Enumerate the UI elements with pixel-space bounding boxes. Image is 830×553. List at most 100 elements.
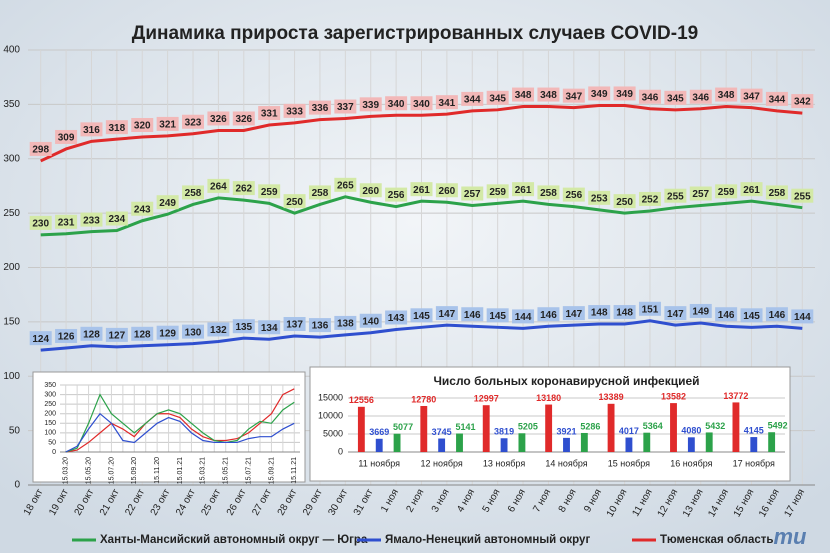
label-box	[359, 183, 382, 198]
label-box	[258, 106, 281, 121]
data-label: 344	[464, 95, 481, 106]
data-label: 12780	[411, 394, 436, 404]
data-label: 129	[159, 328, 176, 339]
y-tick-label: 350	[44, 382, 56, 389]
data-label: 3745	[432, 427, 452, 437]
data-label: 234	[109, 214, 126, 225]
data-label: 318	[109, 123, 126, 134]
label-box	[740, 88, 763, 103]
label-box	[715, 307, 738, 322]
label-box	[131, 201, 154, 216]
label-box	[334, 177, 357, 192]
label-box	[80, 122, 103, 137]
data-label: 340	[413, 99, 430, 110]
data-label: 5077	[393, 422, 413, 432]
label-box	[613, 305, 636, 320]
data-label: 137	[286, 320, 303, 331]
data-label: 147	[667, 309, 684, 320]
data-label: 230	[32, 219, 49, 230]
data-label: 345	[667, 93, 684, 104]
data-label: 250	[616, 197, 633, 208]
watermark: mu	[774, 524, 808, 549]
label-box	[29, 331, 52, 346]
label-box	[258, 184, 281, 199]
data-label: 145	[489, 311, 506, 322]
data-label: 253	[591, 194, 608, 205]
label-box	[461, 91, 484, 106]
label-box	[588, 190, 611, 205]
label-box	[537, 185, 560, 200]
label-box	[283, 103, 306, 118]
y-tick-label: 0	[52, 449, 56, 456]
x-tick-label: 15.05.20	[85, 457, 92, 484]
data-label: 349	[591, 89, 608, 100]
label-box	[359, 97, 382, 112]
data-label: 345	[489, 93, 506, 104]
x-tick-label: 15.09.20	[131, 457, 138, 484]
data-label: 348	[540, 90, 557, 101]
label-box	[334, 315, 357, 330]
data-label: 143	[388, 313, 405, 324]
data-label: 13389	[599, 392, 624, 402]
label-box	[689, 89, 712, 104]
data-label: 256	[388, 190, 405, 201]
label-box	[512, 182, 535, 197]
y-tick-label: 300	[3, 153, 20, 164]
series-line	[40, 319, 803, 352]
bar	[563, 437, 570, 452]
data-label: 3819	[494, 427, 514, 437]
data-label: 146	[718, 310, 735, 321]
data-label: 147	[439, 309, 456, 320]
label-box	[562, 88, 585, 103]
series-line	[40, 195, 803, 237]
label-box	[410, 182, 433, 197]
label-box	[105, 120, 128, 135]
data-label: 258	[540, 188, 557, 199]
label-box	[461, 186, 484, 201]
y-tick-label: 150	[3, 317, 20, 328]
y-tick-label: 350	[3, 99, 20, 110]
y-tick-label: 100	[44, 430, 56, 437]
data-label: 151	[642, 304, 659, 315]
y-tick-label: 200	[3, 262, 20, 273]
data-label: 333	[286, 107, 303, 118]
data-label: 13180	[536, 393, 561, 403]
bar	[357, 406, 365, 452]
label-box	[156, 116, 179, 131]
y-tick-label: 50	[9, 425, 21, 436]
label-box	[486, 90, 509, 105]
x-tick-label: 15.09.21	[268, 457, 275, 484]
label-box	[283, 317, 306, 332]
label-box	[740, 308, 763, 323]
data-label: 320	[134, 121, 151, 132]
y-tick-label: 100	[3, 371, 20, 382]
data-label: 342	[794, 97, 811, 108]
data-label: 258	[185, 188, 202, 199]
label-box	[435, 95, 458, 110]
bar	[580, 432, 588, 452]
data-label: 4017	[619, 426, 639, 436]
y-tick-label: 300	[44, 391, 56, 398]
data-label: 336	[312, 103, 329, 114]
data-label: 134	[261, 323, 278, 334]
data-label: 243	[134, 204, 151, 215]
label-box	[638, 301, 661, 316]
data-label: 124	[32, 334, 49, 345]
label-box	[791, 94, 814, 109]
y-tick-label: 50	[48, 439, 56, 446]
bar	[670, 403, 677, 452]
data-label: 147	[565, 309, 582, 320]
label-box	[537, 307, 560, 322]
label-box	[232, 111, 255, 126]
series-line	[65, 393, 295, 453]
label-box	[765, 307, 788, 322]
label-box	[461, 307, 484, 322]
data-label: 256	[565, 190, 582, 201]
bar	[482, 405, 490, 452]
label-box	[359, 313, 382, 328]
label-box	[486, 184, 509, 199]
data-label: 261	[743, 185, 760, 196]
x-tick-label: 15.07.20	[108, 457, 115, 484]
data-label: 298	[32, 145, 49, 156]
bar	[732, 402, 740, 452]
